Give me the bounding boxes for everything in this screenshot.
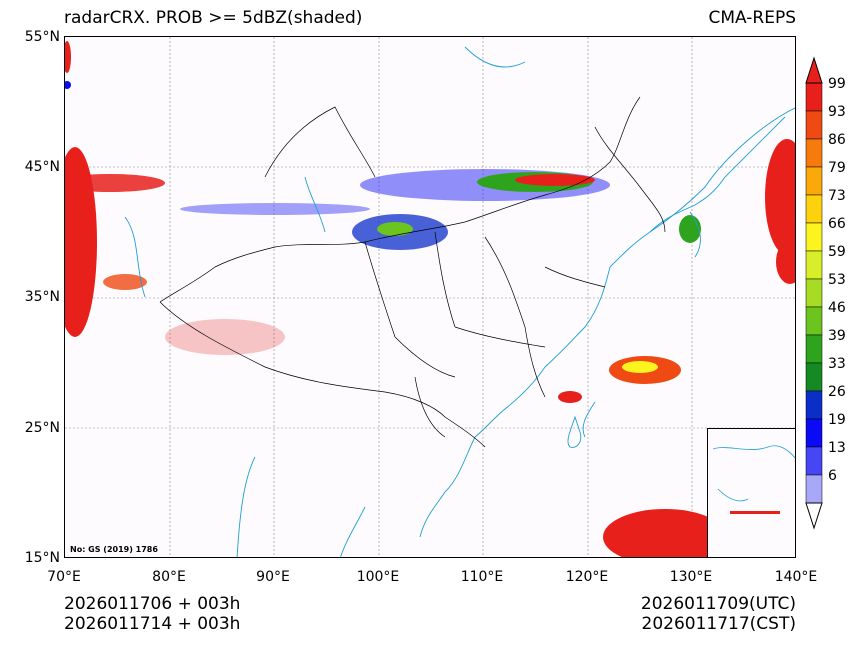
cbar-label-6: 6 xyxy=(828,468,837,484)
valid-time-cst: 2026011717(CST) xyxy=(641,614,796,634)
shade-south-coast xyxy=(558,391,582,403)
cbar-label-19: 19 xyxy=(828,412,846,428)
colorbar-bottom-arrow xyxy=(805,502,823,530)
lat-tick-25: 25°N xyxy=(24,420,60,436)
colorbar-segment xyxy=(805,446,823,476)
lat-tick-15: 15°N xyxy=(24,550,60,566)
borders xyxy=(159,96,666,448)
cbar-label-46: 46 xyxy=(828,300,846,316)
shade-korea xyxy=(679,215,701,243)
cbar-label-66: 66 xyxy=(828,216,846,232)
lon-tick-130: 130°E xyxy=(669,569,713,585)
colorbar-top-arrow xyxy=(805,56,823,84)
map-canvas xyxy=(65,37,795,557)
colorbar-segments xyxy=(805,82,823,504)
colorbar-segment xyxy=(805,82,823,112)
map-area: No: GS (2019) 1786 xyxy=(64,36,796,558)
shade-japan-ne xyxy=(776,240,795,284)
inset-map xyxy=(712,445,795,514)
colorbar-segment xyxy=(805,390,823,420)
cbar-label-59: 59 xyxy=(828,244,846,260)
lat-tick-45: 45°N xyxy=(24,159,60,175)
colorbar-segment xyxy=(805,334,823,364)
precip-shading xyxy=(65,139,795,557)
map-approval-note: No: GS (2019) 1786 xyxy=(70,545,158,554)
lon-tick-120: 120°E xyxy=(565,569,609,585)
colorbar-segment xyxy=(805,110,823,140)
cbar-label-73: 73 xyxy=(828,188,846,204)
lon-tick-80: 80°E xyxy=(152,569,186,585)
colorbar xyxy=(805,56,823,530)
south-china-sea-inset xyxy=(707,428,795,557)
chart-title: radarCRX. PROB >= 5dBZ(shaded) xyxy=(64,8,363,28)
shade-west-band xyxy=(65,174,165,192)
colorbar-segment xyxy=(805,418,823,448)
lon-tick-90: 90°E xyxy=(256,569,290,585)
lat-tick-55: 55°N xyxy=(24,29,60,45)
shade-east-blob-core xyxy=(622,361,658,373)
colorbar-segment xyxy=(805,278,823,308)
colorbar-segment xyxy=(805,194,823,224)
lon-tick-110: 110°E xyxy=(460,569,504,585)
shade-west-streaks xyxy=(180,203,370,215)
cbar-label-99: 99 xyxy=(828,76,846,92)
edge-marker-dot xyxy=(65,81,71,89)
cbar-label-86: 86 xyxy=(828,132,846,148)
shade-west-patch xyxy=(103,274,147,290)
colorbar-segment xyxy=(805,138,823,168)
colorbar-segment xyxy=(805,166,823,196)
colorbar-segment xyxy=(805,222,823,252)
colorbar-segment xyxy=(805,250,823,280)
colorbar-segment xyxy=(805,362,823,392)
cbar-label-79: 79 xyxy=(828,160,846,176)
lon-tick-70: 70°E xyxy=(47,569,81,585)
shade-mid-cluster-core xyxy=(377,222,413,236)
shade-se-ocean xyxy=(603,509,727,557)
gridlines xyxy=(65,37,795,557)
valid-time-utc: 2026011709(UTC) xyxy=(640,594,796,614)
cbar-label-39: 39 xyxy=(828,328,846,344)
colorbar-segment xyxy=(805,474,823,504)
cbar-label-33: 33 xyxy=(828,356,846,372)
colorbar-segment xyxy=(805,306,823,336)
lon-tick-140: 140°E xyxy=(774,569,818,585)
shade-west-edge xyxy=(65,147,97,337)
lon-tick-100: 100°E xyxy=(356,569,400,585)
edge-marker-top xyxy=(65,41,71,73)
shade-north-band-core xyxy=(515,174,595,186)
cbar-label-13: 13 xyxy=(828,440,846,456)
lat-tick-35: 35°N xyxy=(24,289,60,305)
model-name: CMA-REPS xyxy=(708,8,796,28)
init-time-cst: 2026011714 + 003h xyxy=(64,614,241,634)
shade-japan-east xyxy=(765,139,795,255)
coastlines xyxy=(124,46,795,557)
cbar-label-53: 53 xyxy=(828,272,846,288)
cbar-label-93: 93 xyxy=(828,104,846,120)
init-time-utc: 2026011706 + 003h xyxy=(64,594,241,614)
shade-tibet-dots xyxy=(165,319,285,355)
cbar-label-26: 26 xyxy=(828,384,846,400)
